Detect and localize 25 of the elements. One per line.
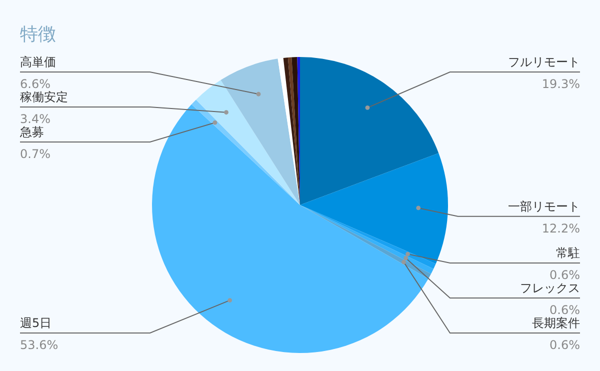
slice-label: 一部リモート xyxy=(508,199,580,214)
slice-label: 長期案件 xyxy=(532,316,580,330)
pie-slice xyxy=(152,104,428,353)
data-label: 0.7% xyxy=(20,147,50,161)
pie-slice xyxy=(220,58,300,205)
data-label: 0.6% xyxy=(550,268,580,282)
pie-slice xyxy=(300,153,448,264)
data-label: 0.6% xyxy=(550,338,580,352)
slice-label: 常駐 xyxy=(556,246,580,260)
data-label: 6.6% xyxy=(20,77,50,91)
slice-label: フレックス xyxy=(520,281,580,295)
data-label: 12.2% xyxy=(542,221,580,236)
data-label: 19.3% xyxy=(542,77,580,91)
slice-label: 週5日 xyxy=(20,316,52,330)
pie-slice xyxy=(300,57,439,205)
slice-label: フルリモート xyxy=(508,55,580,69)
data-label: 0.6% xyxy=(550,303,580,317)
chart-title: 特徴 xyxy=(20,24,56,45)
pie-slice xyxy=(283,57,300,205)
pie-slice xyxy=(191,100,300,205)
pie-slice xyxy=(288,57,300,205)
slice-label: 高単価 xyxy=(20,55,56,69)
pie-slice xyxy=(196,80,300,205)
data-label: 53.6% xyxy=(20,338,58,352)
slice-label: 急募 xyxy=(19,125,44,139)
